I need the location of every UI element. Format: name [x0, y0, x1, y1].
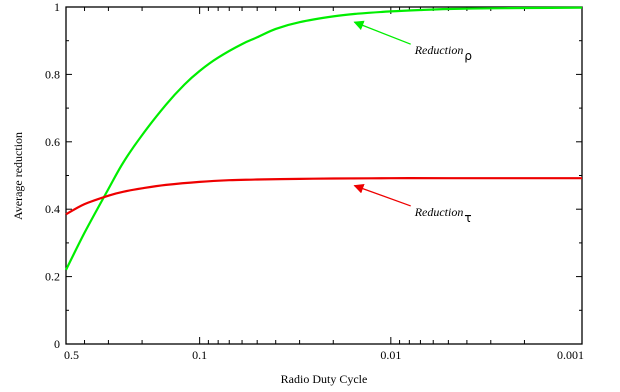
series-line-1: [65, 177, 582, 216]
annotation-label: Reduction: [414, 43, 464, 57]
plot-frame: [65, 6, 583, 345]
y-tick-label: 1: [54, 0, 60, 14]
x-axis-label: Radio Duty Cycle: [281, 372, 368, 386]
x-tick-label: 0.1: [192, 348, 207, 362]
x-tick-label: 0.001: [557, 348, 584, 362]
x-tick-label: 0.01: [380, 348, 401, 362]
y-tick-label: 0.2: [45, 270, 60, 284]
annotation-arrow: [353, 183, 411, 207]
annotation-subscript: ρ: [464, 49, 472, 63]
annotation-arrow: [353, 20, 411, 45]
annotation-subscript: τ: [464, 211, 471, 225]
y-tick-label: 0.6: [45, 135, 60, 149]
y-tick-label: 0.8: [45, 67, 60, 81]
y-tick-label: 0.4: [45, 202, 60, 216]
annotation-label: Reduction: [414, 205, 464, 219]
series-line-0: [65, 6, 583, 271]
y-tick-label: 0: [54, 337, 60, 351]
y-axis-label: Average reduction: [11, 132, 25, 220]
x-tick-label: 0.5: [64, 348, 79, 362]
